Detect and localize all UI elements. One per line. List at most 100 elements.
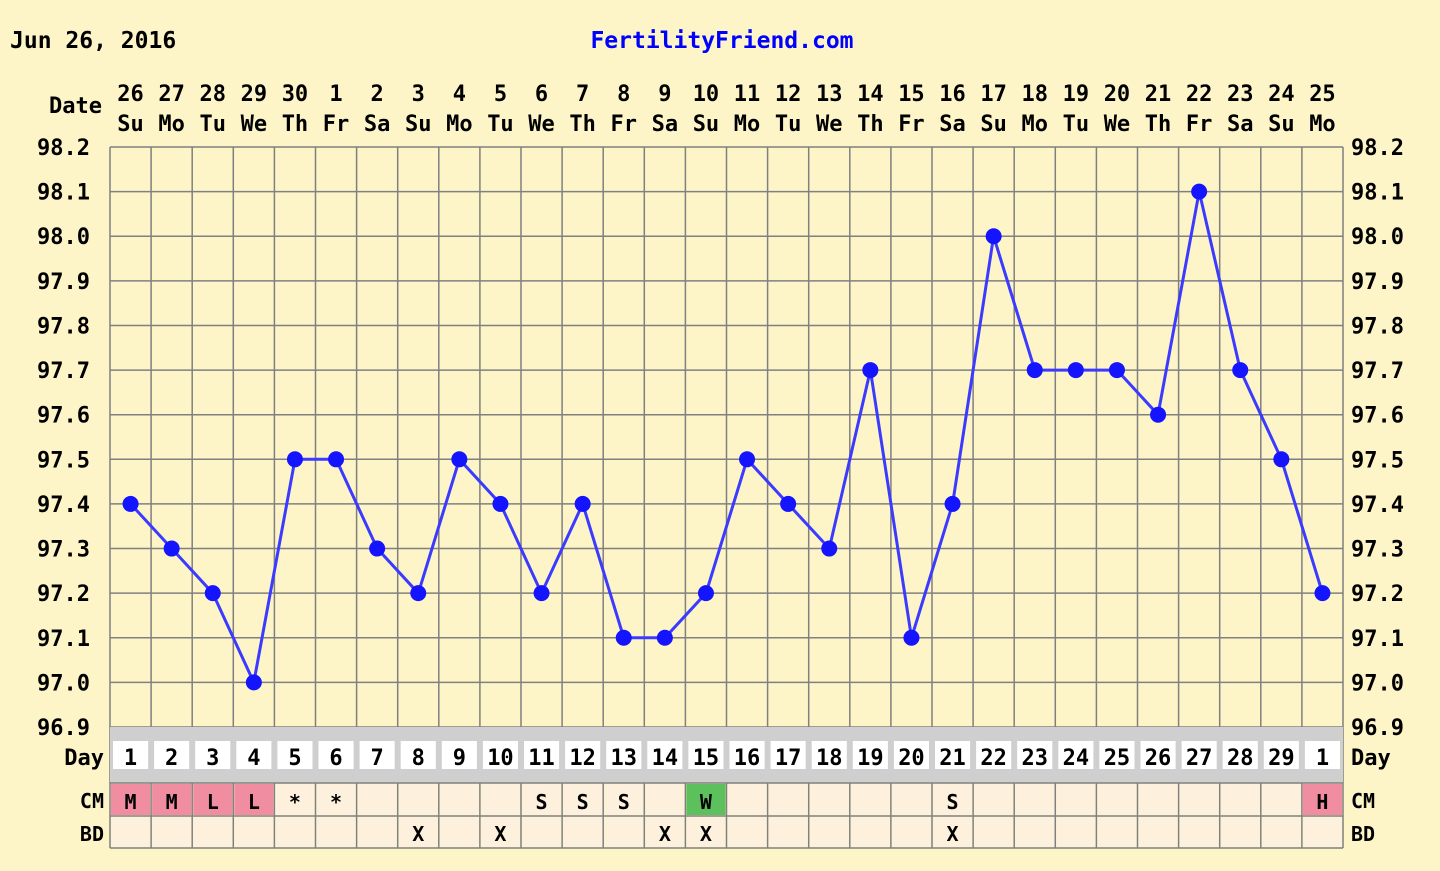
cm-value: L [248, 790, 260, 814]
temperature-point [1067, 362, 1084, 379]
date-tick-label: 7 [576, 82, 589, 107]
weekday-tick-label: Tu [775, 112, 802, 137]
y-tick-label: 97.1 [1351, 627, 1404, 652]
bd-cell [604, 817, 644, 847]
y-axis-right: 98.2 98.1 98.0 97.9 97.8 97.7 97.6 97.5 97.4 97.3… [1351, 136, 1404, 741]
cm-cell [152, 784, 192, 815]
day-cell [195, 741, 231, 769]
date-tick-label: 28 [200, 82, 227, 107]
site-link[interactable]: FertilityFriend.com [590, 28, 853, 54]
temperature-point [533, 585, 550, 602]
temperature-point [739, 451, 756, 468]
weekday-tick-label: Fr [1186, 112, 1213, 137]
weekday-tick-label: We [816, 112, 843, 137]
temperature-point [656, 629, 673, 646]
bd-value: X [659, 822, 671, 846]
cycle-day-label: 5 [288, 746, 301, 771]
date-tick-label: 22 [1186, 82, 1213, 107]
date-tick-label: 16 [939, 82, 966, 107]
y-tick-label: 97.7 [1351, 359, 1404, 384]
weekday-tick-label: Su [117, 112, 144, 137]
y-tick-label: 97.2 [37, 582, 90, 607]
y-tick-label: 96.9 [37, 716, 90, 741]
bd-cell [1138, 817, 1178, 847]
date-tick-label: 8 [617, 82, 630, 107]
weekday-tick-label: Sa [364, 112, 391, 137]
weekday-tick-label: We [1104, 112, 1131, 137]
temperature-point [1273, 451, 1290, 468]
y-tick-label: 97.6 [37, 404, 90, 429]
bd-cell [111, 817, 151, 847]
date-tick-label: 25 [1309, 82, 1336, 107]
day-cell [935, 741, 971, 769]
cm-cell [563, 784, 603, 815]
bd-cell [357, 817, 397, 847]
y-tick-label: 98.2 [1351, 136, 1404, 161]
day-cell [770, 741, 806, 769]
date-tick-label: 20 [1104, 82, 1131, 107]
date-tick-label: 24 [1268, 82, 1295, 107]
day-cell [1181, 741, 1217, 769]
day-cell [1304, 741, 1340, 769]
cm-cell [1261, 784, 1301, 815]
cm-cell [933, 784, 973, 815]
date-tick-label: 4 [453, 82, 466, 107]
cycle-day-label: 1 [1316, 746, 1329, 771]
cm-value: M [125, 790, 137, 814]
cm-cell [686, 784, 726, 815]
bd-cell [563, 817, 603, 847]
day-cell [565, 741, 601, 769]
day-cell [647, 741, 683, 769]
date-tick-label: 26 [117, 82, 144, 107]
weekday-tick-label: Su [405, 112, 432, 137]
day-cell [729, 741, 765, 769]
y-tick-label: 97.8 [1351, 314, 1404, 339]
day-cell [976, 741, 1012, 769]
bd-row-label-right: BD [1351, 822, 1375, 846]
cycle-day-label: 13 [611, 746, 638, 771]
bd-value: X [494, 822, 506, 846]
day-cell [277, 741, 313, 769]
cm-cell [891, 784, 931, 815]
y-tick-label: 97.5 [37, 448, 90, 473]
bd-value: X [947, 822, 959, 846]
day-cell [688, 741, 724, 769]
y-tick-label: 98.1 [37, 181, 90, 206]
day-cell [1222, 741, 1258, 769]
weekday-tick-label: Fr [323, 112, 350, 137]
y-tick-label: 97.0 [1351, 671, 1404, 696]
y-tick-label: 97.6 [1351, 404, 1404, 429]
temperature-point [204, 585, 221, 602]
weekday-tick-label: We [241, 112, 268, 137]
day-cell [1017, 741, 1053, 769]
temperature-point [1314, 585, 1331, 602]
weekday-tick-label: Fr [898, 112, 925, 137]
date-tick-label: 14 [857, 82, 884, 107]
weekday-tick-label: Fr [611, 112, 638, 137]
date-tick-label: 11 [734, 82, 761, 107]
temperature-point [697, 585, 714, 602]
temperature-point [944, 495, 961, 512]
day-cell [893, 741, 929, 769]
temperature-point [451, 451, 468, 468]
day-row-label-right: Day [1351, 746, 1391, 771]
cycle-day-label: 1 [124, 746, 137, 771]
bd-cell [439, 817, 479, 847]
bd-cell [522, 817, 562, 847]
day-cell [1263, 741, 1299, 769]
day-cell [1058, 741, 1094, 769]
date-tick-label: 13 [816, 82, 843, 107]
cycle-day-label: 14 [652, 746, 679, 771]
temperature-point [903, 629, 920, 646]
day-cell [811, 741, 847, 769]
bd-cell [1097, 817, 1137, 847]
bd-cell [891, 817, 931, 847]
bd-cell [480, 817, 520, 847]
bd-cell [193, 817, 233, 847]
temperature-point [163, 540, 180, 557]
date-tick-label: 21 [1145, 82, 1172, 107]
cm-cell [480, 784, 520, 815]
cm-value: S [618, 790, 630, 814]
